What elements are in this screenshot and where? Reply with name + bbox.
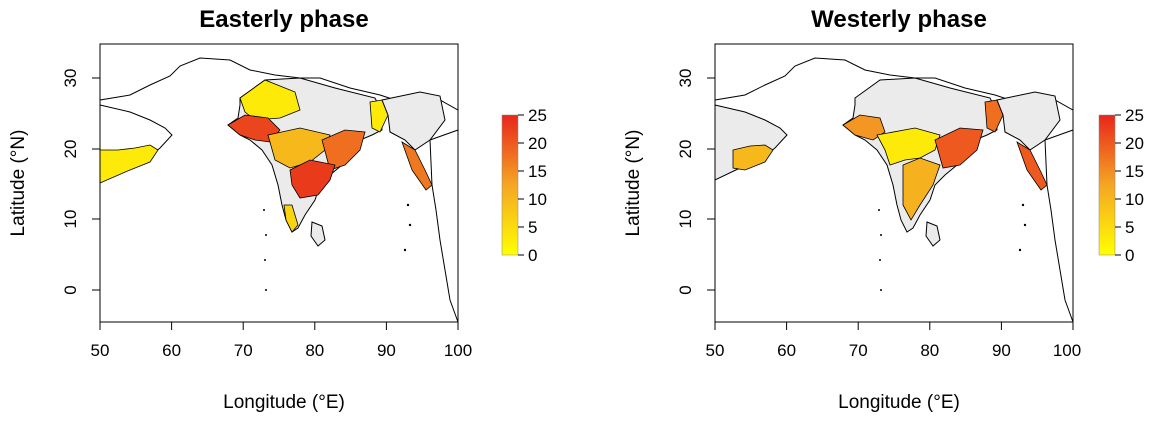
east-india-region [934,127,984,169]
map-geography [99,43,459,323]
x-tick-label: 70 [849,341,868,360]
colorbar-tick-label: 25 [1125,106,1144,125]
colorbar: 0 5 10 15 20 25 [501,106,547,265]
y-tick-label: 20 [676,140,695,159]
easterly-map-panel: Easterly phase [0,0,560,418]
x-tick-label: 80 [920,341,939,360]
colorbar-tick-label: 10 [528,190,547,209]
colorbar-gradient [1098,114,1116,256]
x-tick-label: 80 [305,341,324,360]
map-geography [714,43,1074,323]
colorbar-tick-label: 0 [528,246,537,265]
y-tick-label: 30 [676,69,695,88]
x-tick-label: 50 [91,341,110,360]
x-tick-label: 50 [706,341,725,360]
central-india-region [267,127,331,169]
y-tick-label: 0 [61,285,80,294]
kerala-region [283,204,299,233]
arabian-coast-region [732,144,774,171]
colorbar-tick-label: 5 [528,218,537,237]
colorbar-tick-label: 15 [528,162,547,181]
x-tick-label: 100 [1053,341,1081,360]
y-tick-label: 10 [676,210,695,229]
x-tick-label: 90 [992,341,1011,360]
colorbar-tick-label: 25 [528,106,547,125]
map-title: Westerly phase [811,6,987,33]
x-axis: 50 60 70 80 90 100 Longitude (°E) [91,321,472,413]
y-tick-label: 30 [61,69,80,88]
bangladesh-region [984,99,1004,133]
gujarat-region [842,114,886,141]
x-tick-label: 70 [234,341,253,360]
x-tick-label: 100 [444,341,472,360]
nw-india-region [239,79,301,121]
westerly-map-panel: Westerly phase [615,0,1166,418]
map-title: Easterly phase [199,6,368,33]
telangana-andhra-region [289,159,336,199]
y-tick-label: 0 [676,285,695,294]
y-axis: 0 10 20 30 Latitude (°N) [623,44,716,322]
y-tick-label: 10 [61,210,80,229]
colorbar: 0 5 10 15 20 25 [1098,106,1144,265]
x-axis-label: Longitude (°E) [223,392,345,413]
x-axis-label: Longitude (°E) [838,392,960,413]
easterly-map: Easterly phase [8,6,547,413]
x-tick-label: 60 [777,341,796,360]
bangladesh-region [369,99,389,133]
arabian-coast-region [99,144,159,184]
colorbar-tick-label: 0 [1125,246,1134,265]
colorbar-gradient [501,114,519,256]
south-central-region [902,157,941,221]
colorbar-tick-label: 20 [528,134,547,153]
westerly-map: Westerly phase [623,6,1144,413]
x-tick-label: 90 [377,341,396,360]
y-axis: 0 10 20 30 Latitude (°N) [8,44,101,322]
colorbar-tick-label: 5 [1125,218,1134,237]
y-axis-label: Latitude (°N) [623,130,644,237]
y-axis-label: Latitude (°N) [8,130,29,237]
x-tick-label: 60 [162,341,181,360]
colorbar-tick-label: 20 [1125,134,1144,153]
y-tick-label: 20 [61,140,80,159]
colorbar-tick-label: 10 [1125,190,1144,209]
x-axis: 50 60 70 80 90 100 Longitude (°E) [706,321,1081,413]
colorbar-tick-label: 15 [1125,162,1144,181]
